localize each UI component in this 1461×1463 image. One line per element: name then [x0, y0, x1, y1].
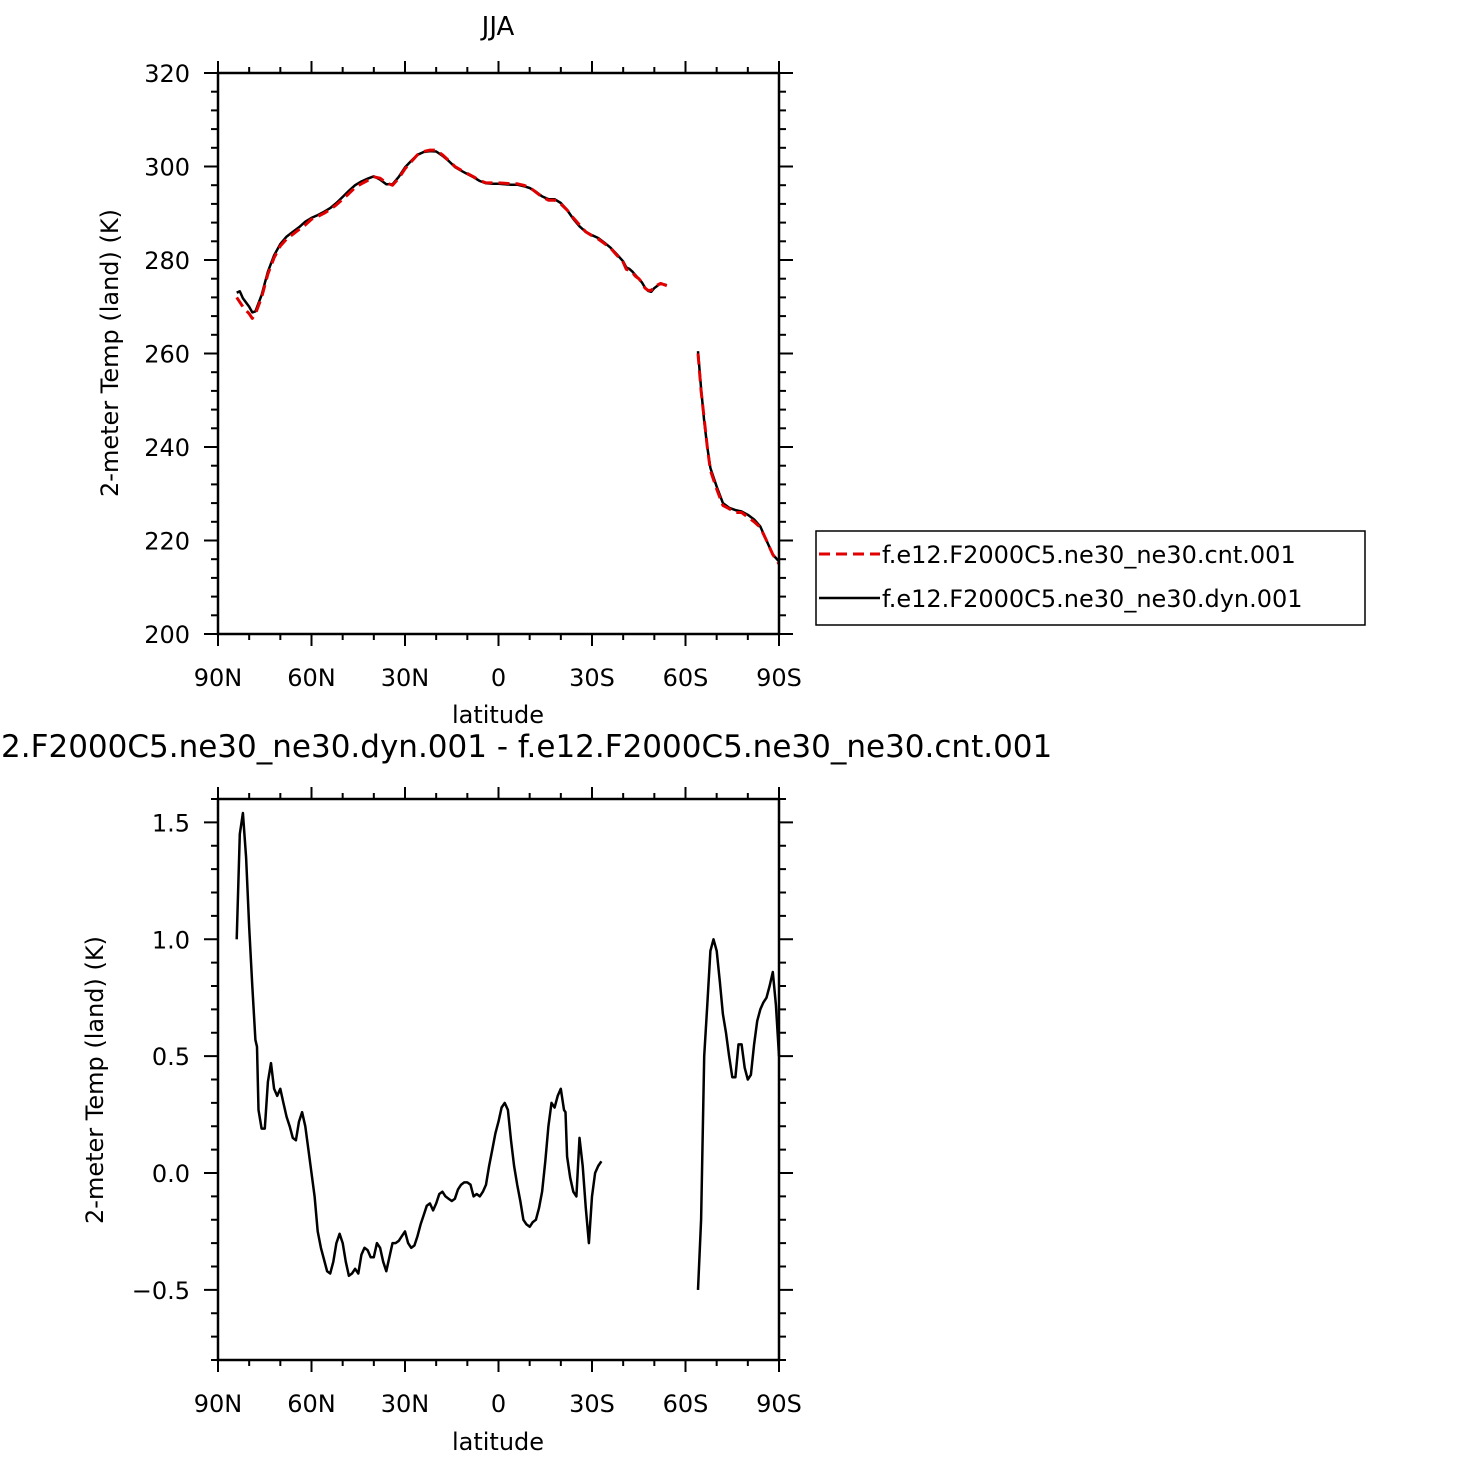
x-tick-label: 60N [287, 664, 336, 692]
top-series-group [235, 148, 781, 565]
legend-label-dyn: f.e12.F2000C5.ne30_ne30.dyn.001 [882, 585, 1303, 613]
x-tick-label: 30N [381, 1390, 430, 1418]
x-tick-label: 0 [491, 664, 506, 692]
top-panel: JJA 90N 60N 30N 0 30S 60S 90S 200 220 240 260 280 30… [96, 12, 1366, 729]
bottom-plot-frame [216, 797, 781, 1362]
bottom-title: f.e12.F2000C5.ne30_ne30.dyn.001 - f.e12.… [0, 729, 1052, 765]
series-0-line-segment-1 [696, 353, 781, 565]
y-tick-label: −0.5 [132, 1277, 190, 1305]
bottom-x-axis-label: latitude [452, 1428, 544, 1456]
x-tick-label: 30S [569, 664, 615, 692]
top-title: JJA [480, 12, 515, 42]
x-tick-label: 60S [663, 1390, 709, 1418]
x-tick-label: 90N [194, 1390, 243, 1418]
legend-label-cnt: f.e12.F2000C5.ne30_ne30.cnt.001 [882, 541, 1296, 569]
x-tick-label: 0 [491, 1390, 506, 1418]
legend-box [815, 530, 1366, 626]
series-0-line-segment-0 [235, 148, 668, 320]
y-tick-label: 1.0 [152, 926, 190, 954]
y-tick-label: 0.0 [152, 1160, 190, 1188]
x-tick-label: 90S [756, 664, 802, 692]
y-tick-label: 220 [144, 528, 190, 556]
x-tick-label: 60S [663, 664, 709, 692]
x-tick-label: 90N [194, 664, 243, 692]
series-1-line-segment-0 [236, 149, 668, 314]
y-tick-label: 240 [144, 434, 190, 462]
bottom-y-axis-label: 2-meter Temp (land) (K) [81, 936, 109, 1224]
y-tick-label: 0.5 [152, 1043, 190, 1071]
legend: f.e12.F2000C5.ne30_ne30.cnt.001 f.e12.F2… [815, 530, 1366, 626]
top-ticks-group: 90N 60N 30N 0 30S 60S 90S 200 220 240 260 280 300 320 [144, 60, 802, 692]
y-tick-label: 260 [144, 341, 190, 369]
top-y-axis-label: 2-meter Temp (land) (K) [96, 209, 124, 497]
top-plot-frame [216, 71, 781, 636]
bottom-panel: f.e12.F2000C5.ne30_ne30.dyn.001 - f.e12.… [0, 729, 1052, 1456]
x-tick-label: 30S [569, 1390, 615, 1418]
top-x-axis-label: latitude [452, 701, 544, 729]
bottom-series-group [235, 811, 781, 1290]
y-tick-label: 320 [144, 60, 190, 88]
y-tick-label: 1.5 [152, 809, 190, 837]
series-0-line-segment-1 [696, 938, 781, 1290]
x-tick-label: 30N [381, 664, 430, 692]
bottom-ticks-group: 90N 60N 30N 0 30S 60S 90S −0.5 0.0 0.5 1.0 1.5 [132, 787, 802, 1418]
y-tick-label: 280 [144, 247, 190, 275]
series-1-line-segment-1 [696, 351, 780, 563]
y-tick-label: 200 [144, 621, 190, 649]
x-tick-label: 60N [287, 1390, 336, 1418]
x-tick-label: 90S [756, 1390, 802, 1418]
series-0-line-segment-0 [235, 811, 603, 1278]
y-tick-label: 300 [144, 154, 190, 182]
